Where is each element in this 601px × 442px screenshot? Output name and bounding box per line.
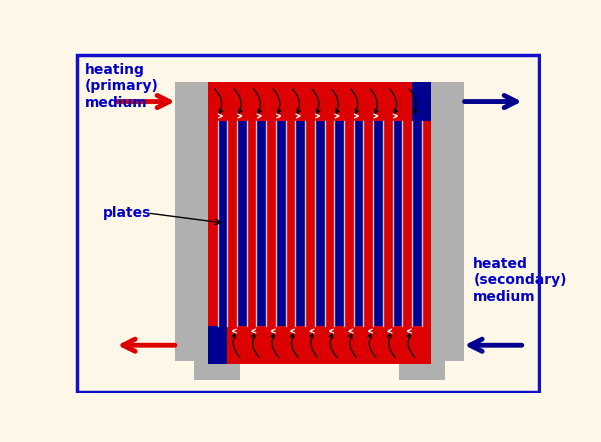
Bar (237, 121, 247, 326)
Bar (194, 361, 240, 380)
Bar (285, 121, 295, 326)
Bar (208, 82, 432, 121)
Bar (208, 326, 432, 365)
Bar (305, 121, 315, 326)
Bar (175, 82, 464, 361)
Bar (353, 121, 364, 326)
Bar (276, 121, 285, 326)
Bar (412, 82, 432, 121)
Bar (227, 121, 237, 326)
Bar (247, 121, 257, 326)
Bar (392, 121, 402, 326)
Text: heating
(primary)
medium: heating (primary) medium (84, 63, 158, 110)
Text: plates: plates (103, 206, 151, 220)
Bar (208, 96, 432, 347)
Bar (315, 121, 325, 326)
Text: heated
(secondary)
medium: heated (secondary) medium (474, 257, 567, 304)
Bar (364, 121, 373, 326)
Bar (334, 121, 344, 326)
Bar (383, 121, 392, 326)
Bar (399, 361, 445, 380)
Bar (208, 326, 227, 365)
Bar (257, 121, 266, 326)
Bar (266, 121, 276, 326)
Bar (295, 121, 305, 326)
Bar (218, 121, 227, 326)
Bar (344, 121, 353, 326)
Bar (412, 121, 422, 326)
Bar (325, 121, 334, 326)
Bar (373, 121, 383, 326)
Bar (422, 121, 432, 326)
Bar (208, 121, 218, 326)
Bar (402, 121, 412, 326)
